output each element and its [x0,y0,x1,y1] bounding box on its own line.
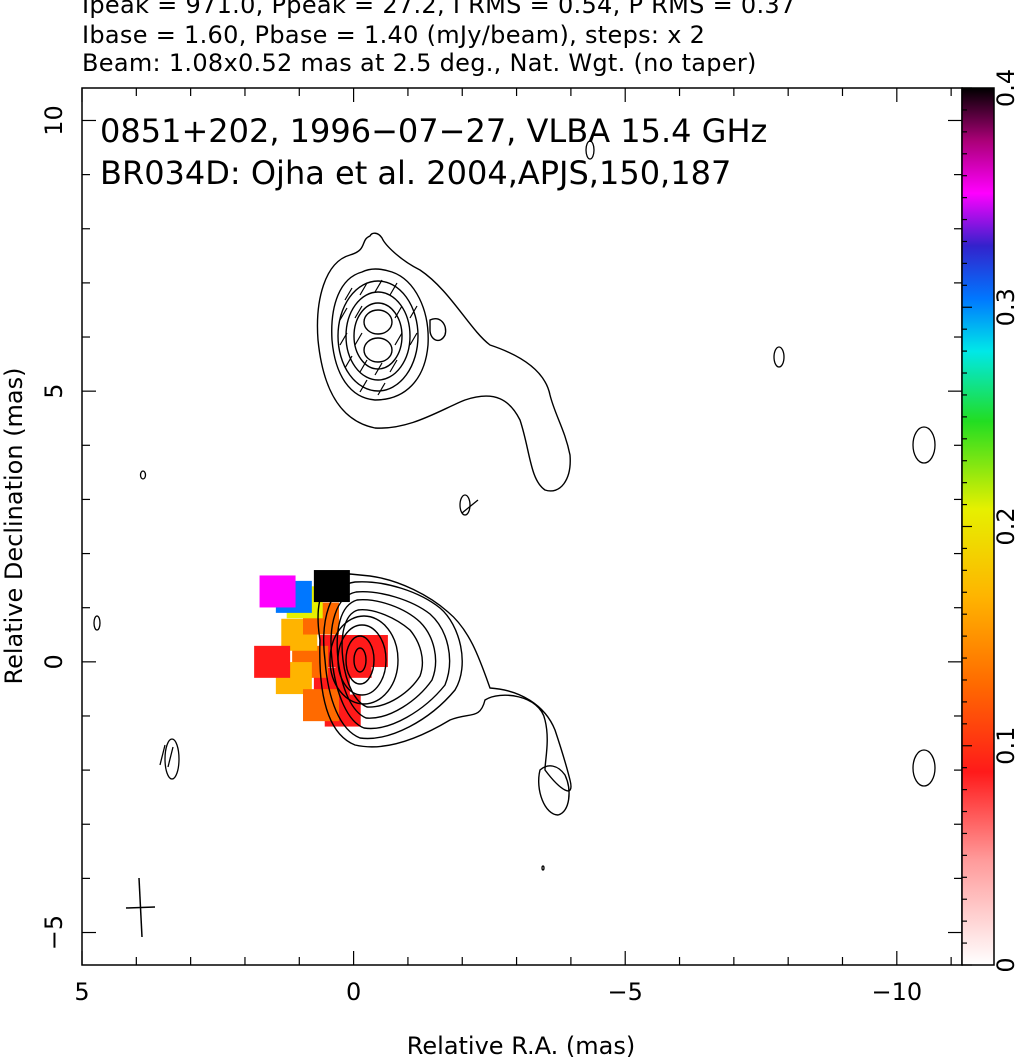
colorbar-ticks [962,87,972,966]
y-tick-label: 5 [40,384,68,399]
header-peak-rms: Ipeak = 971.0, Ppeak = 27.2, I RMS = 0.5… [82,0,796,19]
noise-contour [912,749,936,787]
plot-frame [81,87,963,966]
y-axis-label: Relative Declination (mas) [0,367,28,684]
upper-outer-contour [316,232,571,492]
upper-contour-2 [331,268,429,401]
noise-contour [139,470,147,480]
x-tick-label: −5 [608,978,643,1006]
upper-knob-contour [429,318,447,342]
noise-contour [459,494,471,516]
polarization-pixel [259,575,296,608]
axis-tick-labels: 5 0 −5 −10 −5 0 5 10 [40,105,922,1006]
polarization-vectors [339,279,418,396]
core-contour-2 [323,581,463,740]
colorbar-tick-labels: 0 0.1 0.2 0.3 0.4 [992,69,1020,973]
colorbar-tick-label: 0.3 [992,288,1020,326]
jet-tail-contour [538,765,570,816]
core-contour-7 [337,624,387,696]
upper-component-contours [316,232,571,492]
polarization-pixel [303,689,340,722]
y-tick-label: −5 [40,915,68,950]
upper-contour-5 [353,302,403,370]
noise-vector [461,499,479,514]
header-base-levels: Ibase = 1.60, Pbase = 1.40 (mJy/beam), s… [82,21,706,49]
colorbar-tick-label: 0.4 [992,69,1020,107]
polarization-overlay [254,570,388,727]
core-contour-8 [345,635,375,685]
noise-contour [93,615,101,631]
noise-contour [912,426,936,464]
header-beam-info: Beam: 1.08x0.52 mas at 2.5 deg., Nat. Wg… [82,49,757,77]
noise-contours [93,140,936,871]
contour-lines [317,573,572,816]
reference-annotation: BR034D: Ojha et al. 2004,APJS,150,187 [100,154,731,192]
polarization-pixel [254,645,291,678]
colorbar-tick-label: 0.1 [992,727,1020,765]
noise-contour [541,865,545,871]
x-tick-label: 5 [74,978,89,1006]
colorbar-tick-label: 0 [992,957,1020,972]
core-contour-5 [341,609,424,708]
x-tick-label: −10 [871,978,922,1006]
noise-vector [167,746,174,768]
source-annotation: 0851+202, 1996−07−27, VLBA 15.4 GHz [100,112,767,150]
x-tick-label: 0 [346,978,361,1006]
colorbar-tick-label: 0.2 [992,507,1020,545]
polarization-pixel [351,635,388,668]
noise-contour [164,738,180,780]
upper-contour-3 [337,280,419,392]
core-contour-9 [353,647,367,673]
y-tick-label: 10 [40,105,68,136]
x-axis-label: Relative R.A. (mas) [407,1032,635,1060]
upper-contour-6a [363,309,393,335]
beam-minor-axis [125,906,156,909]
axis-ticks [81,88,962,965]
noise-contour [773,346,785,368]
upper-contour-6b [363,337,393,363]
noise-contour [585,140,595,160]
core-outer-contour [317,573,572,792]
core-contour-4 [336,599,437,719]
y-tick-label: 0 [40,654,68,669]
core-contour-6 [329,615,399,705]
beam-marker [125,877,156,938]
noise-vector [159,744,166,766]
upper-contour-4 [345,291,411,381]
